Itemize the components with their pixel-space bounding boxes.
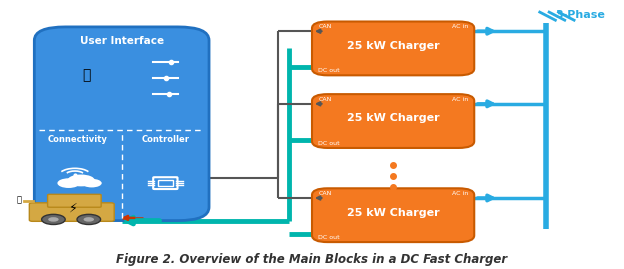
Text: User Interface: User Interface — [80, 36, 163, 46]
Circle shape — [57, 178, 80, 188]
Text: 25 kW Charger: 25 kW Charger — [347, 41, 439, 51]
Text: 25 kW Charger: 25 kW Charger — [347, 207, 439, 218]
Text: CAN: CAN — [318, 24, 331, 29]
Text: Controller: Controller — [142, 135, 189, 144]
Text: AC in: AC in — [452, 97, 468, 102]
Text: Connectivity: Connectivity — [48, 135, 108, 144]
Text: 🔌: 🔌 — [16, 195, 21, 204]
Text: CAN: CAN — [318, 191, 331, 196]
Text: ⚡: ⚡ — [69, 202, 78, 215]
Text: Figure 2. Overview of the Main Blocks in a DC Fast Charger: Figure 2. Overview of the Main Blocks in… — [117, 253, 507, 266]
FancyBboxPatch shape — [312, 188, 474, 242]
FancyBboxPatch shape — [312, 94, 474, 148]
Text: 3-Phase: 3-Phase — [555, 10, 605, 20]
Circle shape — [48, 217, 59, 222]
FancyBboxPatch shape — [47, 194, 101, 207]
FancyBboxPatch shape — [29, 203, 114, 221]
Circle shape — [67, 175, 95, 186]
FancyBboxPatch shape — [312, 22, 474, 75]
Text: DC out: DC out — [318, 235, 340, 240]
Circle shape — [84, 217, 94, 222]
Text: CAN: CAN — [318, 97, 331, 102]
Text: 🖥: 🖥 — [82, 69, 91, 83]
Text: 25 kW Charger: 25 kW Charger — [347, 113, 439, 123]
Text: DC out: DC out — [318, 68, 340, 73]
FancyBboxPatch shape — [34, 27, 209, 221]
Text: DC out: DC out — [318, 141, 340, 146]
Text: AC in: AC in — [452, 191, 468, 196]
Text: AC in: AC in — [452, 24, 468, 29]
Circle shape — [42, 214, 66, 225]
Circle shape — [82, 179, 102, 187]
Circle shape — [77, 214, 100, 225]
